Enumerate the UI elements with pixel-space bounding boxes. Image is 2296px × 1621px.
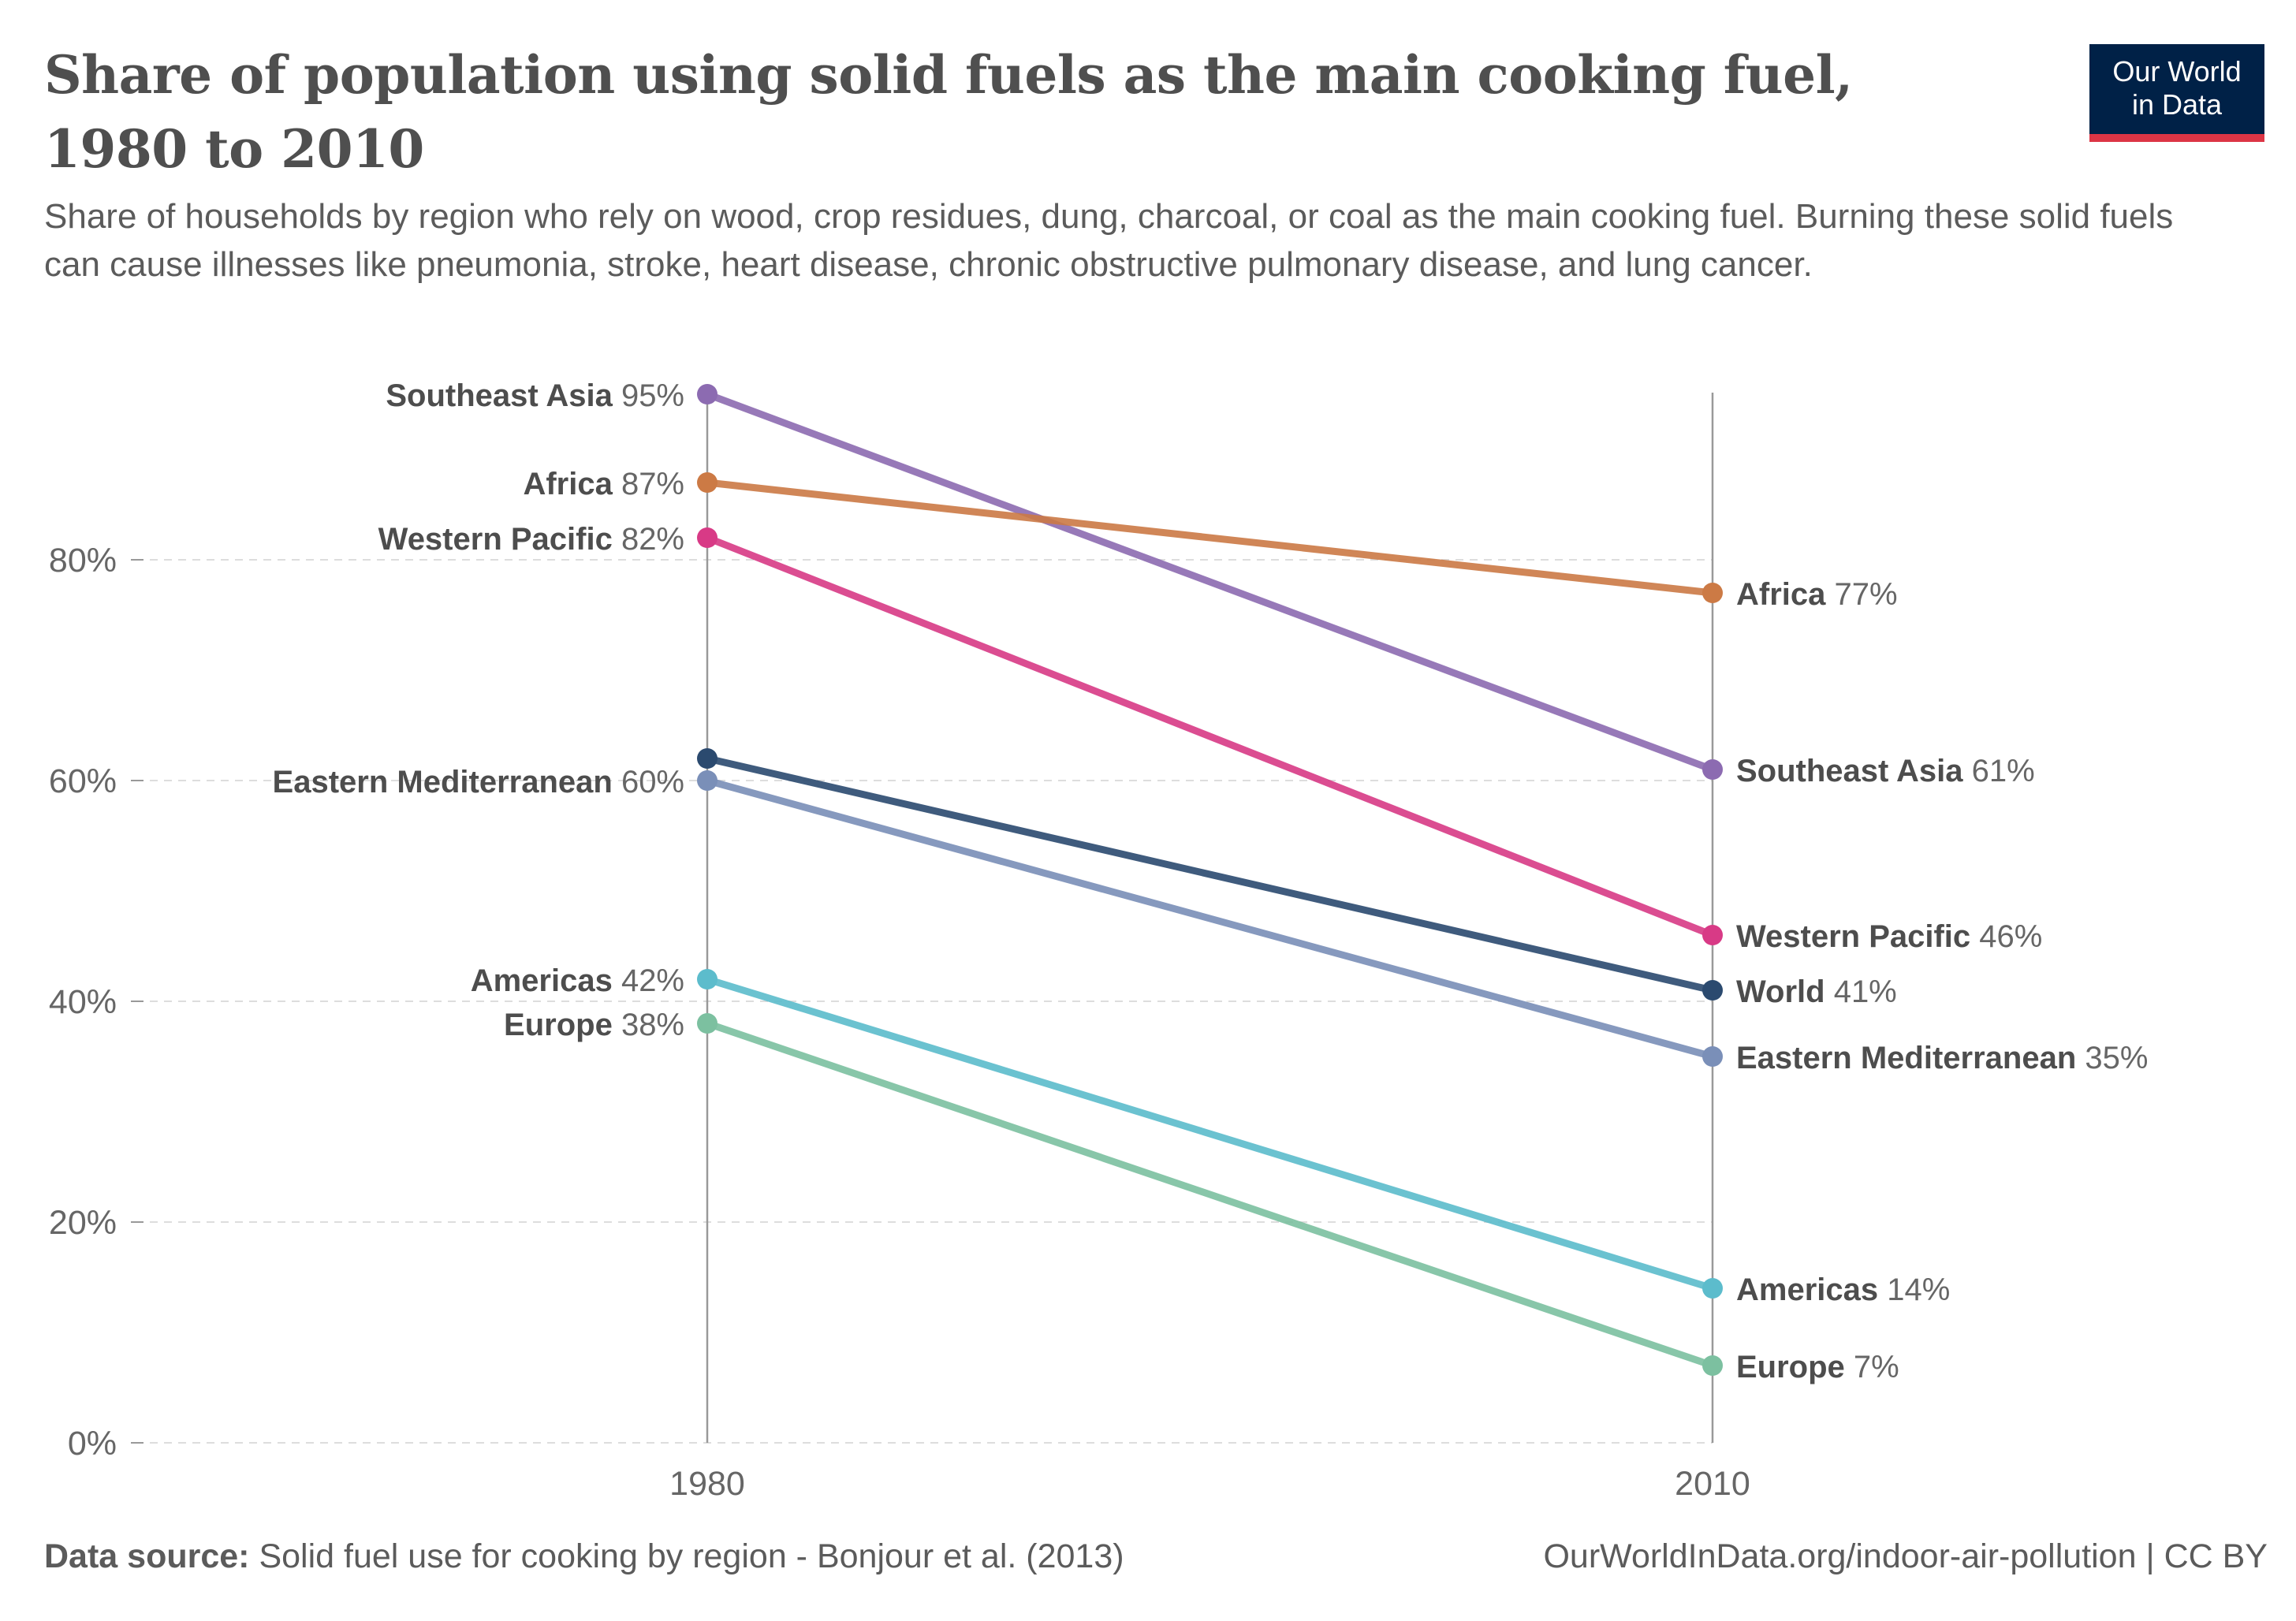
data-point	[697, 770, 718, 791]
chart-subtitle: Share of households by region who rely o…	[44, 197, 2174, 284]
label-2010-name: Southeast Asia	[1736, 754, 1963, 788]
y-tick-label: 20%	[49, 1204, 117, 1242]
label-1980-value: 60%	[613, 765, 684, 799]
x-tick-label: 1980	[669, 1465, 745, 1503]
chart-title: Share of population using solid fuels as…	[44, 44, 1853, 180]
x-tick-label: 2010	[1675, 1465, 1750, 1503]
logo-line-1: Our World	[2112, 55, 2242, 88]
label-2010: World 41%	[1736, 974, 1897, 1009]
label-1980-name: Americas	[471, 963, 613, 998]
label-1980-value: 42%	[613, 963, 684, 998]
label-1980-value: 95%	[613, 378, 684, 413]
y-tick-label: 80%	[49, 542, 117, 579]
series-line	[703, 1019, 1716, 1369]
series-line	[703, 777, 1716, 1060]
label-1980: Southeast Asia 95%	[386, 378, 684, 413]
label-2010: Africa 77%	[1736, 577, 1898, 612]
url-license[interactable]: OurWorldInData.org/indoor-air-pollution …	[1543, 1537, 2268, 1575]
owid-logo[interactable]: Our World in Data	[2089, 44, 2264, 142]
label-1980-name: Africa	[523, 467, 613, 501]
data-point	[1702, 583, 1723, 603]
data-point	[697, 1013, 718, 1034]
series-labels: Southeast Asia 95%Africa 87%Western Paci…	[273, 378, 2149, 1384]
label-2010-value: 77%	[1825, 577, 1897, 612]
label-2010: Americas 14%	[1736, 1273, 1950, 1307]
label-2010-name: World	[1736, 974, 1825, 1009]
label-1980: Americas 42%	[471, 963, 684, 998]
label-2010-name: Western Pacific	[1736, 919, 1970, 954]
label-1980: Western Pacific 82%	[378, 522, 684, 557]
label-2010-name: Europe	[1736, 1350, 1845, 1384]
x-axis: 1980 2010	[669, 393, 1750, 1503]
label-2010: Europe 7%	[1736, 1350, 1899, 1384]
label-1980-name: Western Pacific	[378, 522, 613, 557]
label-2010: Southeast Asia 61%	[1736, 754, 2035, 788]
series-line	[703, 975, 1716, 1292]
label-2010-name: Americas	[1736, 1273, 1878, 1307]
label-2010-value: 46%	[1970, 919, 2042, 954]
logo-line-2: in Data	[2131, 88, 2223, 121]
label-1980-value: 87%	[613, 467, 684, 501]
logo-accent-bar	[2089, 134, 2264, 142]
series-line	[703, 755, 1716, 994]
data-point	[1702, 980, 1723, 1001]
label-1980-name: Europe	[504, 1008, 613, 1042]
data-point	[697, 969, 718, 989]
series-lines	[697, 384, 1723, 1376]
slope-chart: 0% 20% 40% 60% 80% 1980 2010 Southeast Asia 9…	[49, 378, 2149, 1503]
series-line	[703, 390, 1716, 773]
y-tick-label: 40%	[49, 983, 117, 1021]
series-line	[703, 534, 1716, 939]
y-tick-label: 0%	[68, 1425, 117, 1463]
series-line	[703, 479, 1716, 597]
gridlines	[150, 559, 1713, 1444]
data-point	[697, 472, 718, 493]
data-source: Data source: Solid fuel use for cooking …	[44, 1537, 1124, 1576]
label-2010-value: 14%	[1878, 1273, 1950, 1307]
data-source-text: Solid fuel use for cooking by region - B…	[259, 1537, 1124, 1575]
data-point	[1702, 1278, 1723, 1299]
data-point	[1702, 759, 1723, 780]
label-2010-name: Africa	[1736, 577, 1826, 612]
data-point	[1702, 925, 1723, 945]
label-1980: Europe 38%	[504, 1008, 684, 1042]
data-point	[697, 527, 718, 548]
label-1980-value: 38%	[613, 1008, 684, 1042]
label-1980-name: Southeast Asia	[386, 378, 613, 413]
label-1980-name: Eastern Mediterranean	[273, 765, 613, 799]
label-1980-value: 82%	[613, 522, 684, 557]
y-axis: 0% 20% 40% 60% 80%	[49, 542, 144, 1463]
label-2010-name: Eastern Mediterranean	[1736, 1041, 2076, 1075]
label-2010-value: 7%	[1845, 1350, 1899, 1384]
y-tick-label: 60%	[49, 762, 117, 800]
data-source-label: Data source:	[44, 1537, 250, 1575]
label-2010-value: 61%	[1962, 754, 2034, 788]
label-2010: Western Pacific 46%	[1736, 919, 2042, 954]
data-point	[697, 384, 718, 404]
label-2010-value: 35%	[2076, 1041, 2148, 1075]
label-2010: Eastern Mediterranean 35%	[1736, 1041, 2148, 1075]
data-point	[1702, 1046, 1723, 1067]
label-2010-value: 41%	[1825, 974, 1897, 1009]
data-point	[697, 748, 718, 769]
label-1980: Africa 87%	[523, 467, 684, 501]
data-point	[1702, 1355, 1723, 1376]
label-1980: Eastern Mediterranean 60%	[273, 765, 684, 799]
